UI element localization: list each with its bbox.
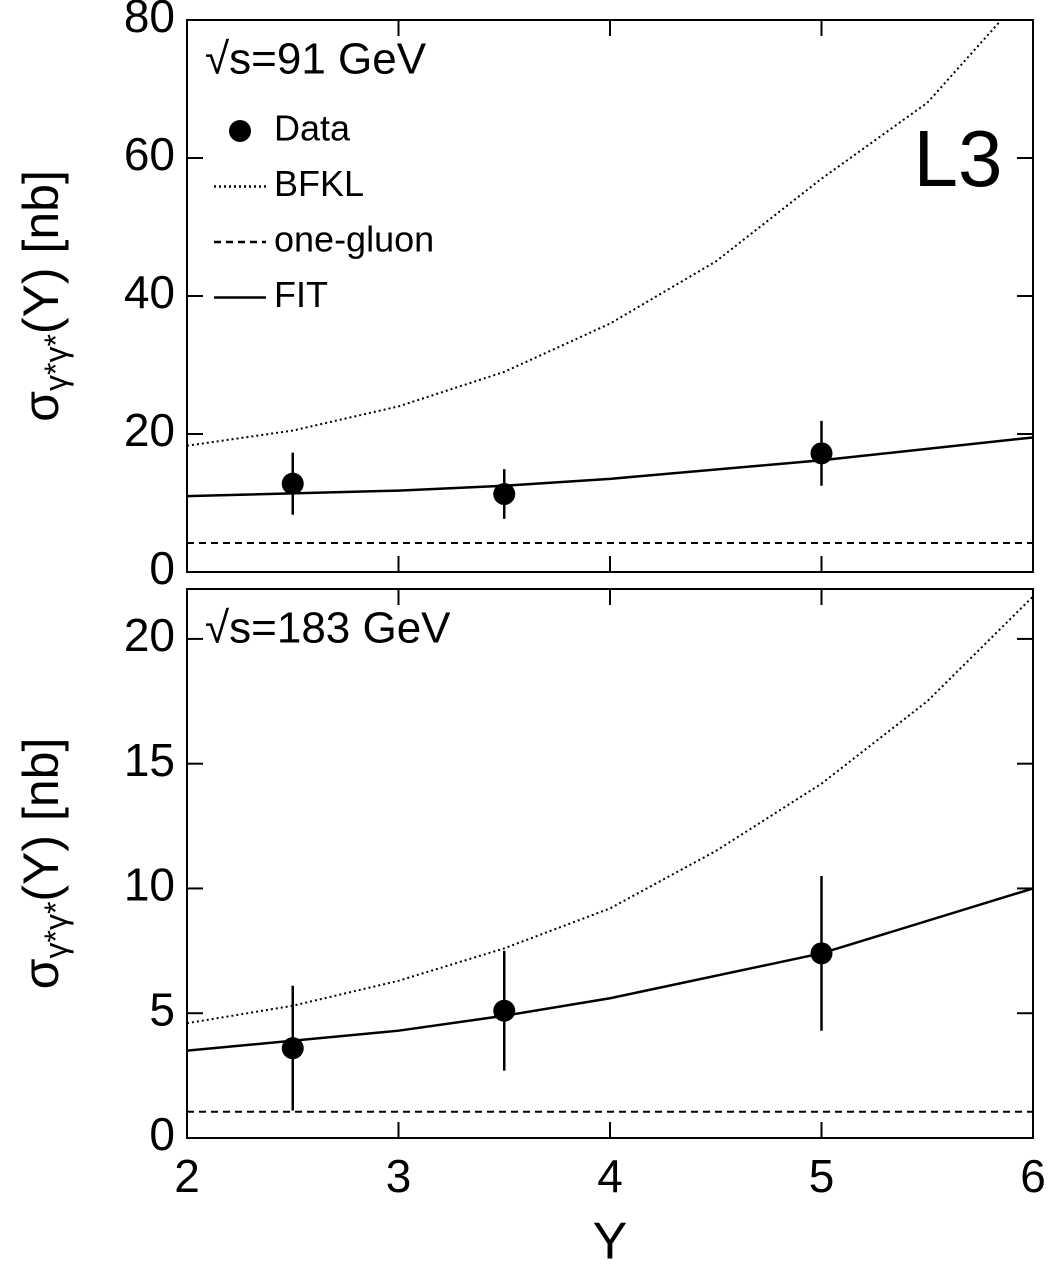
y-tick-label: 0	[149, 542, 175, 594]
data-point	[493, 999, 516, 1022]
y-tick-label: 60	[124, 128, 175, 180]
data-point	[493, 483, 516, 506]
curve	[187, 20, 1003, 447]
y-tick-label: 15	[124, 734, 175, 786]
y-tick-label: 80	[124, 0, 175, 42]
x-tick-label: 2	[174, 1150, 200, 1202]
legend-label: FIT	[274, 274, 328, 315]
legend-label: BFKL	[274, 163, 364, 204]
y-axis-label: σγ*γ*(Y) [nb]	[13, 738, 74, 990]
panel-label: L3	[914, 114, 1003, 203]
annotation: √s=91 GeV	[205, 35, 427, 84]
plot-area	[187, 20, 1033, 545]
annotation: √s=183 GeV	[205, 604, 451, 653]
data-point	[281, 472, 304, 495]
data-point	[281, 1037, 304, 1060]
y-label-main: σ	[13, 958, 69, 989]
x-tick-label: 3	[386, 1150, 412, 1202]
curve	[187, 887, 1033, 1052]
y-tick-label: 10	[124, 859, 175, 911]
x-tick-label: 6	[1020, 1150, 1046, 1202]
x-axis-label: Y	[593, 1213, 628, 1271]
y-tick-label: 0	[149, 1108, 175, 1160]
y-tick-label: 20	[124, 609, 175, 661]
curve	[187, 436, 1033, 498]
legend-label: Data	[274, 108, 351, 149]
legend-marker	[229, 120, 251, 142]
plot-frame	[186, 588, 1034, 1139]
y-axis-label: σγ*γ*(Y) [nb]	[13, 170, 74, 422]
curve	[187, 595, 1033, 1025]
plot-area	[187, 595, 1033, 1113]
y-tick-label: 5	[149, 983, 175, 1035]
y-label-sub: γ*γ*	[38, 334, 74, 391]
y-label-sub: γ*γ*	[38, 902, 74, 959]
x-tick-label: 4	[597, 1150, 623, 1202]
y-label-rest: (Y) [nb]	[13, 170, 69, 334]
x-tick-label: 5	[809, 1150, 835, 1202]
y-tick-label: 20	[124, 404, 175, 456]
y-tick-label: 40	[124, 266, 175, 318]
legend-label: one-gluon	[274, 219, 434, 260]
y-label-main: σ	[13, 391, 69, 422]
y-label-rest: (Y) [nb]	[13, 738, 69, 902]
